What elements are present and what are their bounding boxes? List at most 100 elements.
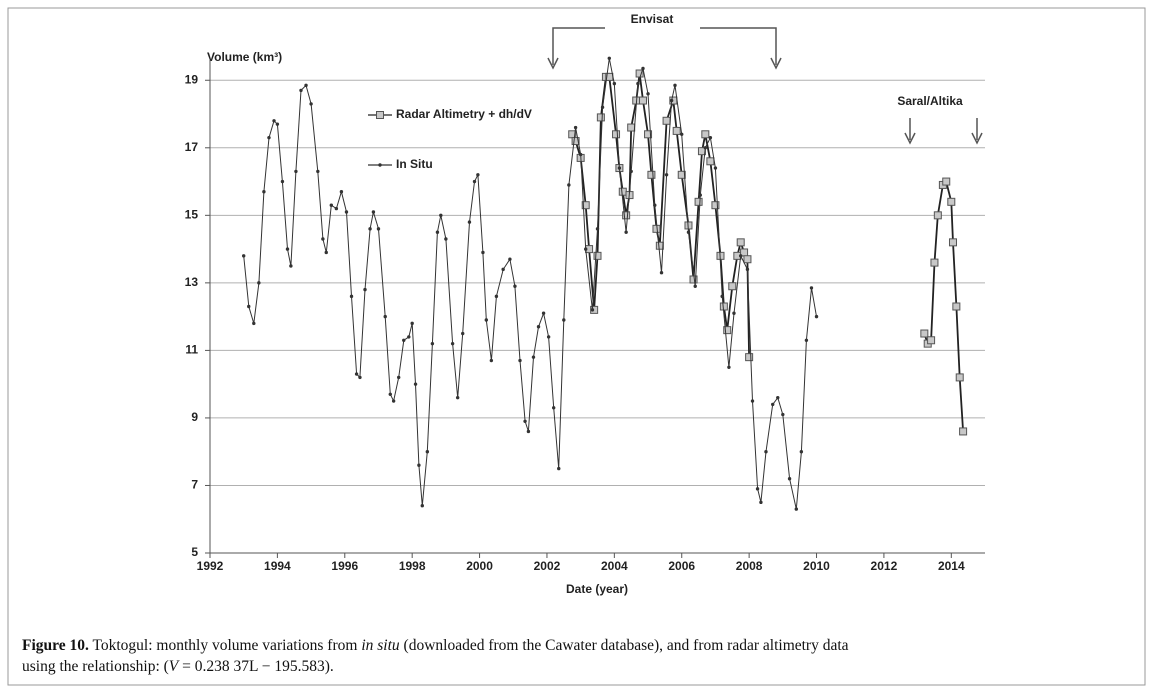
dot-marker — [252, 321, 256, 326]
x-tick-label: 2006 — [668, 559, 695, 573]
dot-marker — [358, 375, 362, 380]
dot-marker — [309, 102, 313, 106]
dot-marker — [294, 169, 298, 174]
square-marker — [723, 326, 732, 335]
dot-marker — [771, 402, 775, 407]
square-marker — [959, 427, 968, 436]
dot-marker — [425, 449, 430, 454]
square-marker — [933, 211, 942, 220]
x-tick-label: 2002 — [534, 559, 561, 573]
dot-marker — [383, 314, 387, 319]
square-marker — [948, 238, 957, 247]
dot-marker — [329, 203, 334, 207]
dot-marker — [513, 284, 517, 288]
square-marker — [571, 137, 580, 146]
dot-marker — [299, 88, 303, 93]
caption-text: (downloaded from the Cawater database), … — [400, 637, 849, 654]
y-tick-label: 9 — [191, 410, 198, 424]
y-tick-label: 19 — [185, 72, 199, 86]
dot-marker — [607, 56, 611, 61]
dot-marker — [280, 179, 285, 184]
square-marker — [677, 170, 686, 179]
square-marker — [662, 116, 671, 125]
dot-marker — [275, 122, 280, 126]
square-marker — [952, 302, 961, 311]
square-marker — [618, 187, 627, 196]
dot-marker — [247, 304, 251, 309]
x-tick-label: 2012 — [871, 559, 898, 573]
caption-label: Figure 10. — [22, 637, 89, 654]
square-marker — [743, 255, 752, 264]
dot-marker — [703, 146, 708, 150]
dot-marker — [739, 254, 743, 258]
dot-marker — [476, 173, 480, 177]
dot-marker — [439, 213, 443, 218]
square-marker — [694, 197, 703, 206]
dot-marker — [693, 284, 697, 288]
dot-marker — [257, 281, 261, 285]
dot-marker — [557, 466, 561, 471]
square-marker — [647, 170, 656, 179]
annotation: Envisat — [631, 12, 674, 26]
caption: Figure 10. Toktogul: monthly volume vari… — [22, 637, 849, 654]
figure-frame — [7, 7, 1146, 686]
series-line — [243, 58, 817, 510]
dot-marker — [536, 325, 541, 329]
annotation-arrows — [547, 27, 983, 145]
dot-marker — [396, 375, 401, 380]
bracket — [552, 27, 777, 65]
x-tick-label: 2004 — [601, 559, 628, 573]
dot-marker — [267, 135, 271, 140]
x-axis-title: Date (year) — [566, 582, 628, 596]
dot-marker — [584, 247, 588, 251]
dot-marker — [489, 358, 494, 363]
dot-marker — [727, 365, 731, 369]
dot-marker — [494, 294, 499, 299]
dot-marker — [745, 267, 750, 272]
dot-marker — [653, 203, 657, 207]
dot-marker — [600, 105, 605, 109]
dot-marker — [461, 331, 465, 336]
dot-marker — [595, 227, 600, 231]
square-marker — [644, 130, 653, 139]
dot-marker — [629, 169, 633, 174]
square-marker — [638, 96, 647, 105]
dot-marker — [334, 206, 339, 211]
dot-marker — [344, 210, 349, 214]
y-axis-title: Volume (km³) — [207, 50, 282, 64]
dot-marker — [417, 463, 421, 467]
legend-label: Radar Altimetry + dh/dV — [396, 107, 532, 121]
dot-marker — [272, 119, 276, 123]
arrows — [904, 118, 983, 145]
dot-marker — [518, 358, 522, 363]
square-marker — [745, 353, 754, 362]
caption-text: in situ — [361, 637, 400, 654]
dot-marker — [435, 230, 440, 234]
dot-marker — [354, 372, 359, 376]
square-marker — [612, 130, 621, 139]
y-tick-label: 13 — [185, 275, 199, 289]
dot-marker — [814, 314, 819, 319]
square-marker — [711, 201, 720, 210]
dot-marker — [508, 257, 512, 261]
dot-marker — [339, 189, 344, 194]
square-marker — [942, 177, 951, 186]
y-tick-label: 5 — [191, 545, 198, 559]
dot-marker — [551, 406, 556, 410]
dot-marker — [262, 189, 266, 194]
y-tick-label: 15 — [185, 208, 199, 222]
square-marker — [955, 373, 964, 382]
dot-marker — [659, 271, 664, 275]
caption: using the relationship: (V = 0.238 37L −… — [22, 658, 334, 675]
x-tick-label: 1994 — [264, 559, 291, 573]
dot-marker — [546, 335, 551, 339]
x-tick-label: 2008 — [736, 559, 763, 573]
dot-marker — [321, 237, 325, 241]
dot-marker — [289, 264, 293, 268]
dot-marker — [501, 267, 505, 272]
square-marker — [736, 238, 745, 247]
dot-marker — [804, 338, 809, 342]
dot-marker — [636, 81, 640, 86]
dot-marker — [467, 220, 472, 224]
